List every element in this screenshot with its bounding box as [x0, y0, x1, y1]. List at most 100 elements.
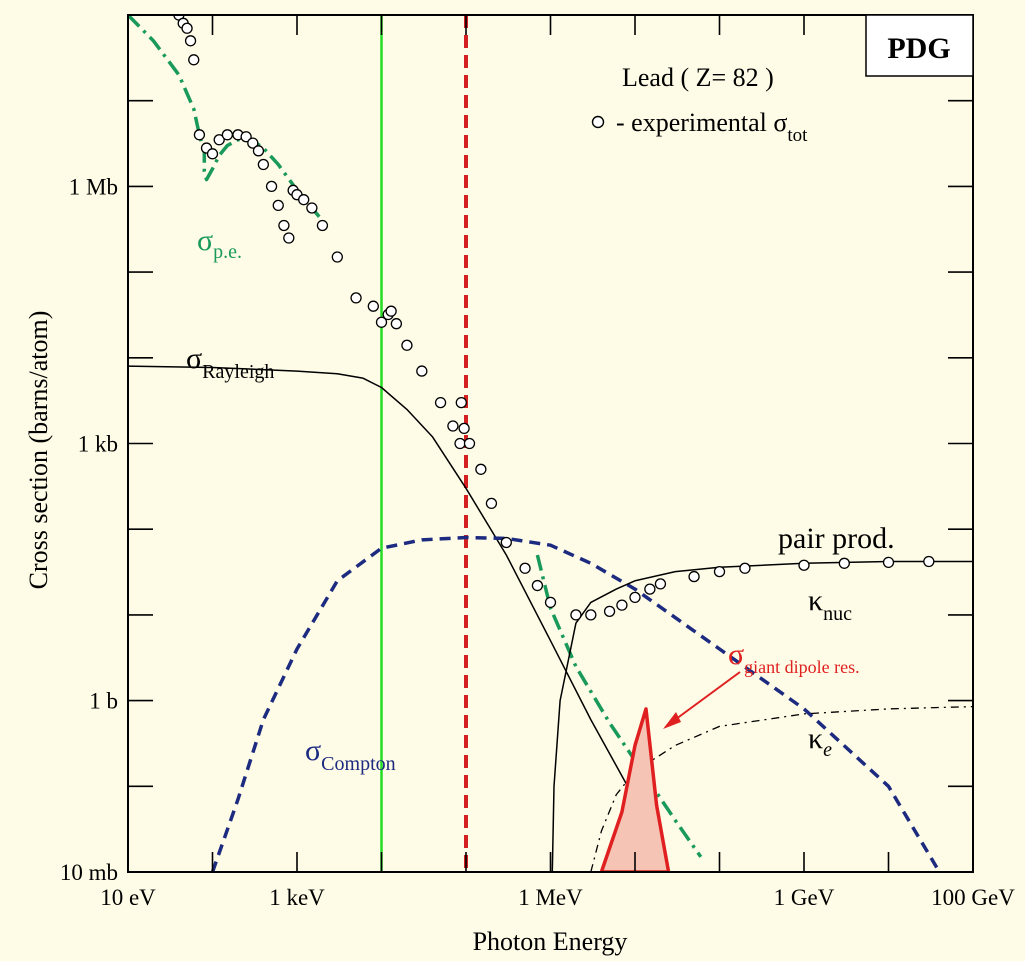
data-point — [181, 22, 193, 34]
y-axis-title: Cross section (barns/atom) — [24, 311, 53, 590]
label-kappa-nuc-symbol: κ — [808, 584, 823, 617]
data-point — [644, 583, 656, 595]
data-point — [206, 148, 219, 160]
data-point — [475, 463, 487, 475]
label-rayleigh-sub: Rayleigh — [202, 361, 274, 383]
data-point — [882, 556, 895, 569]
data-point — [519, 562, 531, 574]
plot-area — [128, 15, 973, 872]
data-point — [713, 565, 726, 578]
data-point — [331, 251, 343, 263]
data-point — [265, 180, 278, 193]
x-axis-title: Photon Energy — [473, 927, 628, 956]
data-point — [688, 570, 700, 583]
label-compton-sub: Compton — [321, 753, 395, 775]
data-point — [416, 365, 428, 377]
data-point — [247, 137, 259, 149]
series-2-line — [128, 365, 649, 839]
label-pair-prod: pair prod. — [778, 522, 895, 555]
label-photoelectric: σp.e. — [197, 224, 242, 263]
x-tick-label: 10 eV — [100, 885, 156, 910]
data-point — [923, 555, 935, 568]
legend: - experimental σtot — [591, 108, 808, 146]
series-3-line — [210, 535, 941, 872]
data-point — [570, 609, 582, 621]
legend-text: - experimental σ — [616, 108, 787, 137]
data-point — [298, 194, 310, 206]
data-point — [316, 219, 329, 232]
data-point — [350, 292, 362, 304]
giant-dipole-arrow — [663, 671, 741, 729]
data-point — [278, 219, 290, 232]
experimental-points — [173, 15, 935, 621]
label-compton: σCompton — [305, 734, 396, 775]
data-point — [616, 599, 628, 611]
data-point — [184, 35, 197, 47]
data-point — [401, 339, 413, 351]
y-tick-label: 1 kb — [78, 432, 118, 457]
data-point — [283, 232, 295, 244]
data-point — [390, 318, 403, 330]
data-point — [629, 591, 641, 604]
axis-ticks — [127, 14, 974, 873]
data-point — [367, 300, 379, 312]
y-tick-label: 10 mb — [60, 860, 118, 885]
x-tick-label: 1 keV — [269, 885, 325, 910]
data-point — [544, 596, 557, 609]
chart-subtitle: Lead ( Z= 82 ) — [622, 63, 774, 92]
data-point — [500, 536, 512, 549]
label-photoelectric-sub: p.e. — [213, 241, 242, 263]
data-point — [306, 202, 318, 214]
x-tick-label: 1 MeV — [518, 885, 583, 910]
label-giant-dipole-sub: giant dipole res. — [744, 657, 859, 677]
data-point — [603, 605, 616, 618]
data-point — [221, 129, 234, 141]
series-6-fill — [601, 708, 669, 872]
data-point — [455, 396, 467, 409]
label-kappa-e-symbol: κ — [808, 722, 823, 755]
series-6-line — [599, 707, 671, 872]
data-point — [375, 316, 388, 328]
label-photoelectric-symbol: σ — [197, 224, 213, 257]
label-giant-dipole: σgiant dipole res. — [728, 638, 860, 677]
pdg-logo-box — [865, 14, 974, 77]
data-point — [654, 578, 667, 590]
label-kappa-e-sub: e — [823, 739, 832, 761]
x-tick-label: 1 GeV — [774, 885, 835, 910]
series-4-line — [551, 560, 973, 872]
legend-marker — [591, 115, 605, 129]
data-point — [454, 437, 466, 450]
data-point — [188, 54, 200, 66]
label-rayleigh: σRayleigh — [186, 342, 274, 383]
data-point — [447, 420, 459, 432]
label-giant-dipole-symbol: σ — [728, 638, 744, 671]
data-point — [252, 145, 265, 157]
data-point — [585, 609, 597, 621]
label-compton-symbol: σ — [305, 734, 321, 767]
label-rayleigh-symbol: σ — [186, 342, 202, 375]
giant-dipole-arrow-line — [671, 671, 741, 723]
data-point — [213, 134, 225, 146]
data-point — [463, 437, 476, 450]
data-point — [531, 579, 544, 592]
series-1-line — [535, 554, 703, 858]
data-point — [434, 396, 447, 409]
giant-dipole-arrow-head — [663, 712, 681, 729]
legend-sub: tot — [787, 125, 808, 146]
data-point — [458, 422, 470, 435]
y-tick-label: 1 b — [89, 689, 118, 714]
pdg-logo: PDG — [865, 14, 974, 77]
x-tick-label: 100 GeV — [931, 885, 1015, 910]
legend-label: - experimental σtot — [616, 108, 808, 146]
data-point — [257, 158, 270, 171]
data-point — [798, 559, 810, 571]
series-0-line — [128, 15, 324, 222]
data-point — [485, 497, 498, 510]
data-point — [193, 129, 206, 141]
data-point — [739, 562, 751, 574]
y-tick-label: 1 Mb — [69, 174, 118, 199]
data-point — [838, 557, 850, 569]
label-kappa-nuc: κnuc — [808, 584, 852, 625]
